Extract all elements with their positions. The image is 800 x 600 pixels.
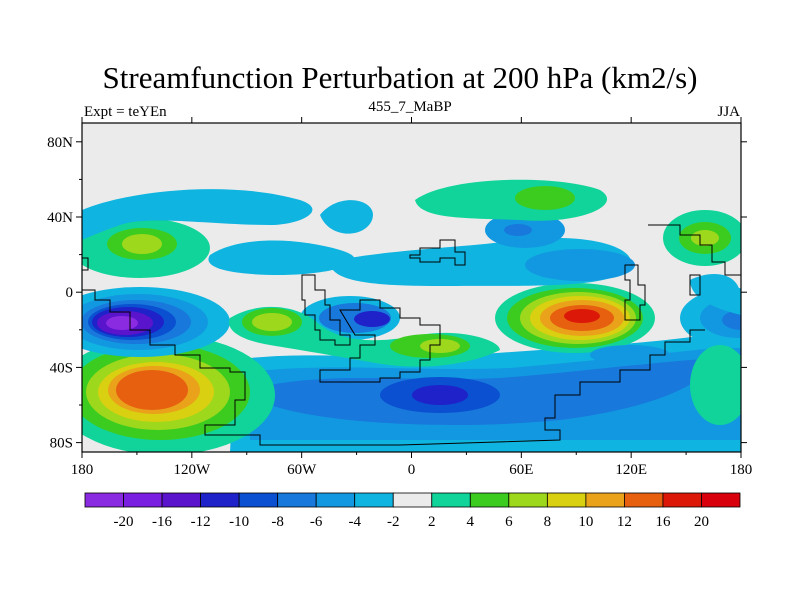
colorbar-label: -6 (310, 514, 323, 530)
colorbar-label: 10 (578, 514, 593, 530)
coastlines (82, 224, 741, 446)
colorbar-label: 4 (467, 514, 475, 530)
colorbar-label: 20 (694, 514, 709, 530)
colorbar-swatch (431, 492, 471, 508)
colorbar-swatch (238, 492, 279, 508)
contour-field (82, 123, 741, 452)
colorbar-swatch (123, 492, 163, 508)
colorbar-swatch (662, 492, 702, 508)
colorbar: -20 -16 -12 -10 -8 -6 -4 -2 2 4 6 8 10 12 16 20 (84, 492, 741, 530)
lon-tick-label: 60W (287, 462, 317, 478)
season-label: JJA (717, 104, 740, 120)
colorbar-label: 6 (505, 514, 513, 530)
colorbar-swatch (354, 492, 394, 508)
colorbar-swatch (508, 492, 548, 508)
colorbar-label: -8 (271, 514, 284, 530)
colorbar-swatch (546, 492, 587, 508)
latitude-axis: 80N 40N 0 40S 80S (47, 135, 747, 452)
lat-tick-label: 40N (47, 210, 73, 226)
colorbar-label: 2 (428, 514, 436, 530)
colorbar-swatch (315, 492, 356, 508)
colorbar-swatch (161, 492, 201, 508)
plot-title: Streamfunction Perturbation at 200 hPa (… (102, 60, 698, 95)
colorbar-swatch (469, 492, 510, 508)
lon-tick-label: 120E (615, 462, 647, 478)
colorbar-label: -2 (387, 514, 400, 530)
lat-tick-label: 80N (47, 135, 73, 151)
colorbar-label: -10 (229, 514, 249, 530)
lat-tick-label: 0 (66, 285, 74, 301)
colorbar-label: 8 (544, 514, 552, 530)
negative-blob-southwest (82, 287, 230, 357)
longitude-axis: 180 120W 60W 0 60E 120E 180 (71, 117, 753, 478)
lon-tick-label: 120W (173, 462, 211, 478)
northern-features (82, 179, 741, 315)
colorbar-swatch (701, 492, 741, 508)
colorbar-swatch (200, 492, 240, 508)
colorbar-label: 12 (617, 514, 632, 530)
lon-tick-label: 180 (71, 462, 94, 478)
lon-tick-label: 0 (408, 462, 416, 478)
positive-blob-indian (495, 283, 655, 353)
colorbar-swatch (585, 492, 625, 508)
run-label: 455_7_MaBP (368, 99, 452, 115)
colorbar-label: -12 (191, 514, 211, 530)
colorbar-label: -16 (152, 514, 172, 530)
colorbar-swatch (624, 492, 664, 508)
colorbar-swatch (392, 492, 433, 508)
lat-tick-label: 80S (50, 436, 73, 452)
lon-tick-label: 180 (730, 462, 753, 478)
lat-tick-label: 40S (50, 360, 73, 376)
lon-tick-label: 60E (509, 462, 533, 478)
colorbar-label: -4 (348, 514, 361, 530)
experiment-label: Expt = teYEn (84, 104, 167, 120)
colorbar-label: 16 (655, 514, 671, 530)
colorbar-swatch (84, 492, 124, 508)
colorbar-label: -20 (114, 514, 134, 530)
colorbar-swatch (277, 492, 317, 508)
